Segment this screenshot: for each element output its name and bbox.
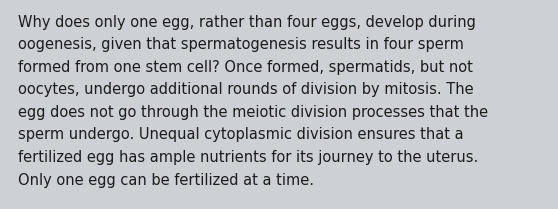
Text: formed from one stem cell? Once formed, spermatids, but not: formed from one stem cell? Once formed, … [18, 60, 473, 75]
Text: oocytes, undergo additional rounds of division by mitosis. The: oocytes, undergo additional rounds of di… [18, 83, 474, 98]
Text: oogenesis, given that spermatogenesis results in four sperm: oogenesis, given that spermatogenesis re… [18, 37, 464, 52]
Text: Why does only one egg, rather than four eggs, develop during: Why does only one egg, rather than four … [18, 15, 476, 30]
Text: sperm undergo. Unequal cytoplasmic division ensures that a: sperm undergo. Unequal cytoplasmic divis… [18, 127, 464, 143]
Text: egg does not go through the meiotic division processes that the: egg does not go through the meiotic divi… [18, 105, 488, 120]
Text: fertilized egg has ample nutrients for its journey to the uterus.: fertilized egg has ample nutrients for i… [18, 150, 478, 165]
Text: Only one egg can be fertilized at a time.: Only one egg can be fertilized at a time… [18, 172, 314, 187]
